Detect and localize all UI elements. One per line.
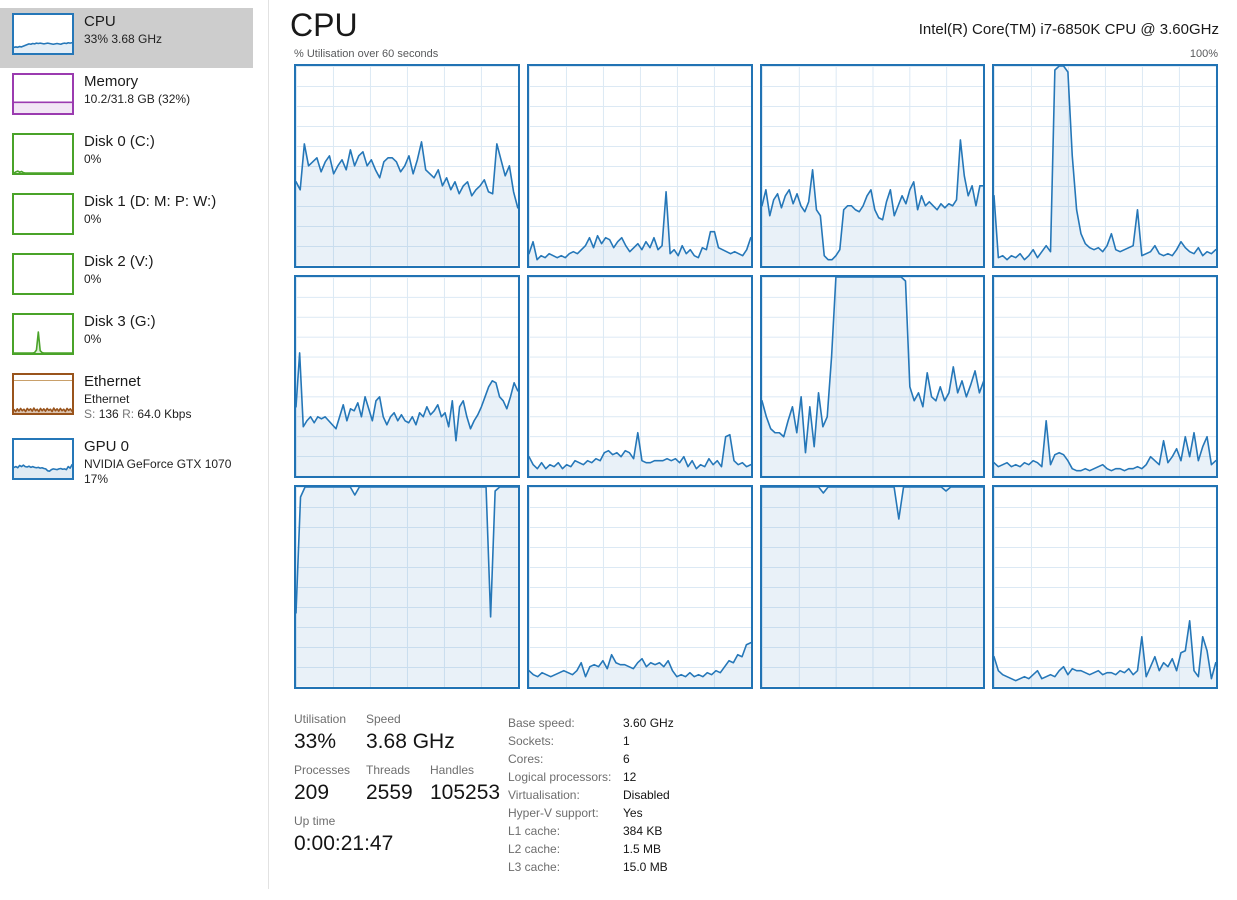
- ethernet-thumbnail-chart: [12, 373, 74, 415]
- l1-cache-value: 384 KB: [623, 824, 663, 838]
- sidebar-item-gpu0[interactable]: GPU 0 NVIDIA GeForce GTX 1070 17%: [0, 433, 253, 498]
- cores-value: 6: [623, 752, 630, 766]
- receive-label: R:: [122, 407, 135, 421]
- disk1-thumbnail-chart: [12, 193, 74, 235]
- logical-processor-chart-0[interactable]: [294, 64, 520, 268]
- handles-label: Handles: [430, 763, 475, 777]
- l1-cache-label: L1 cache:: [508, 824, 561, 838]
- sidebar-divider: [268, 0, 269, 889]
- base-speed-value: 3.60 GHz: [623, 716, 674, 730]
- sidebar-item-disk3[interactable]: Disk 3 (G:) 0%: [0, 308, 253, 368]
- logical-processor-chart-8[interactable]: [294, 485, 520, 689]
- logical-processor-chart-2[interactable]: [759, 64, 986, 268]
- performance-sidebar: CPU 33% 3.68 GHz Memory 10.2/31.8 GB (32…: [0, 0, 268, 900]
- cpu-thumbnail-chart: [12, 13, 74, 55]
- sidebar-item-throughput: S: 136 R: 64.0 Kbps: [84, 407, 249, 422]
- cpu-model-name: Intel(R) Core(TM) i7-6850K CPU @ 3.60GHz: [918, 21, 1219, 38]
- virtualisation-value: Disabled: [623, 788, 670, 802]
- logical-processor-chart-4[interactable]: [294, 274, 520, 479]
- base-speed-label: Base speed:: [508, 716, 575, 730]
- threads-label: Threads: [366, 763, 411, 777]
- sidebar-item-cpu[interactable]: CPU 33% 3.68 GHz: [0, 8, 253, 68]
- sidebar-item-label: GPU 0: [84, 438, 130, 455]
- hyperv-label: Hyper-V support:: [508, 806, 599, 820]
- sidebar-item-stat: Ethernet: [84, 392, 130, 406]
- speed-value: 3.68 GHz: [366, 730, 455, 753]
- logical-processor-chart-9[interactable]: [526, 485, 753, 689]
- gpu-thumbnail-chart: [12, 438, 74, 480]
- uptime-value: 0:00:21:47: [294, 832, 394, 855]
- l3-cache-value: 15.0 MB: [623, 860, 668, 874]
- hyperv-value: Yes: [623, 806, 643, 820]
- page-title: CPU: [290, 7, 358, 43]
- sidebar-item-stat: 10.2/31.8 GB (32%): [84, 92, 191, 106]
- cpu-stats-static: Base speed: 3.60 GHz Sockets: 1 Cores: 6 Lo…: [508, 714, 674, 876]
- logical-processor-chart-1[interactable]: [526, 64, 753, 268]
- sidebar-item-label: Ethernet: [84, 373, 141, 390]
- utilisation-value: 33%: [294, 730, 337, 753]
- memory-thumbnail-chart: [12, 73, 74, 115]
- receive-value: 64.0 Kbps: [137, 407, 192, 421]
- sidebar-item-label: Disk 1 (D: M: P: W:): [84, 193, 217, 210]
- sidebar-item-label: Disk 0 (C:): [84, 133, 155, 150]
- disk0-thumbnail-chart: [12, 133, 74, 175]
- sidebar-item-label: CPU: [84, 13, 116, 30]
- logical-processors-label: Logical processors:: [508, 770, 612, 784]
- processes-value: 209: [294, 781, 330, 804]
- send-label: S:: [84, 407, 96, 421]
- sidebar-item-label: Disk 2 (V:): [84, 253, 154, 270]
- threads-value: 2559: [366, 781, 413, 804]
- sidebar-item-memory[interactable]: Memory 10.2/31.8 GB (32%): [0, 68, 253, 128]
- logical-processor-chart-5[interactable]: [526, 274, 753, 479]
- uptime-label: Up time: [294, 814, 336, 828]
- handles-value: 105253: [430, 781, 501, 804]
- logical-processors-value: 12: [623, 770, 637, 784]
- disk2-thumbnail-chart: [12, 253, 74, 295]
- sidebar-item-stat: 0%: [84, 332, 102, 346]
- sidebar-item-stat: 0%: [84, 152, 102, 166]
- sidebar-item-stat2: 17%: [84, 472, 109, 486]
- cpu-stats-panel: Utilisation 33% Speed 3.68 GHz Processes…: [294, 712, 994, 882]
- sidebar-item-disk2[interactable]: Disk 2 (V:) 0%: [0, 248, 253, 308]
- sockets-label: Sockets:: [508, 734, 555, 748]
- axis-right-label: 100%: [1189, 48, 1218, 60]
- sidebar-item-stat: NVIDIA GeForce GTX 1070: [84, 457, 232, 471]
- send-value: 136: [98, 407, 119, 421]
- logical-processors-grid: [294, 64, 1218, 689]
- sidebar-item-label: Disk 3 (G:): [84, 313, 156, 330]
- utilisation-label: Utilisation: [294, 712, 347, 726]
- sidebar-item-disk1[interactable]: Disk 1 (D: M: P: W:) 0%: [0, 188, 253, 248]
- sidebar-item-stat: 0%: [84, 212, 102, 226]
- logical-processor-chart-10[interactable]: [759, 485, 986, 689]
- ethernet-scale-line: [14, 380, 72, 381]
- sidebar-item-label: Memory: [84, 73, 139, 90]
- sidebar-item-stat: 33% 3.68 GHz: [84, 32, 163, 46]
- l2-cache-value: 1.5 MB: [623, 842, 662, 856]
- cores-label: Cores:: [508, 752, 544, 766]
- sidebar-item-disk0[interactable]: Disk 0 (C:) 0%: [0, 128, 253, 188]
- logical-processor-chart-11[interactable]: [992, 485, 1218, 689]
- l2-cache-label: L2 cache:: [508, 842, 561, 856]
- l3-cache-label: L3 cache:: [508, 860, 561, 874]
- speed-label: Speed: [366, 712, 401, 726]
- logical-processor-chart-7[interactable]: [992, 274, 1218, 479]
- processes-label: Processes: [294, 763, 351, 777]
- disk3-thumbnail-chart: [12, 313, 74, 355]
- sidebar-item-ethernet[interactable]: Ethernet Ethernet S: 136 R: 64.0 Kbps: [0, 368, 253, 433]
- logical-processor-chart-3[interactable]: [992, 64, 1218, 268]
- axis-left-label: % Utilisation over 60 seconds: [294, 48, 439, 60]
- sockets-value: 1: [623, 734, 630, 748]
- sidebar-item-stat: 0%: [84, 272, 102, 286]
- virtualisation-label: Virtualisation:: [508, 788, 580, 802]
- logical-processor-chart-6[interactable]: [759, 274, 986, 479]
- cpu-stats-dynamic: Utilisation 33% Speed 3.68 GHz Processes…: [294, 712, 994, 856]
